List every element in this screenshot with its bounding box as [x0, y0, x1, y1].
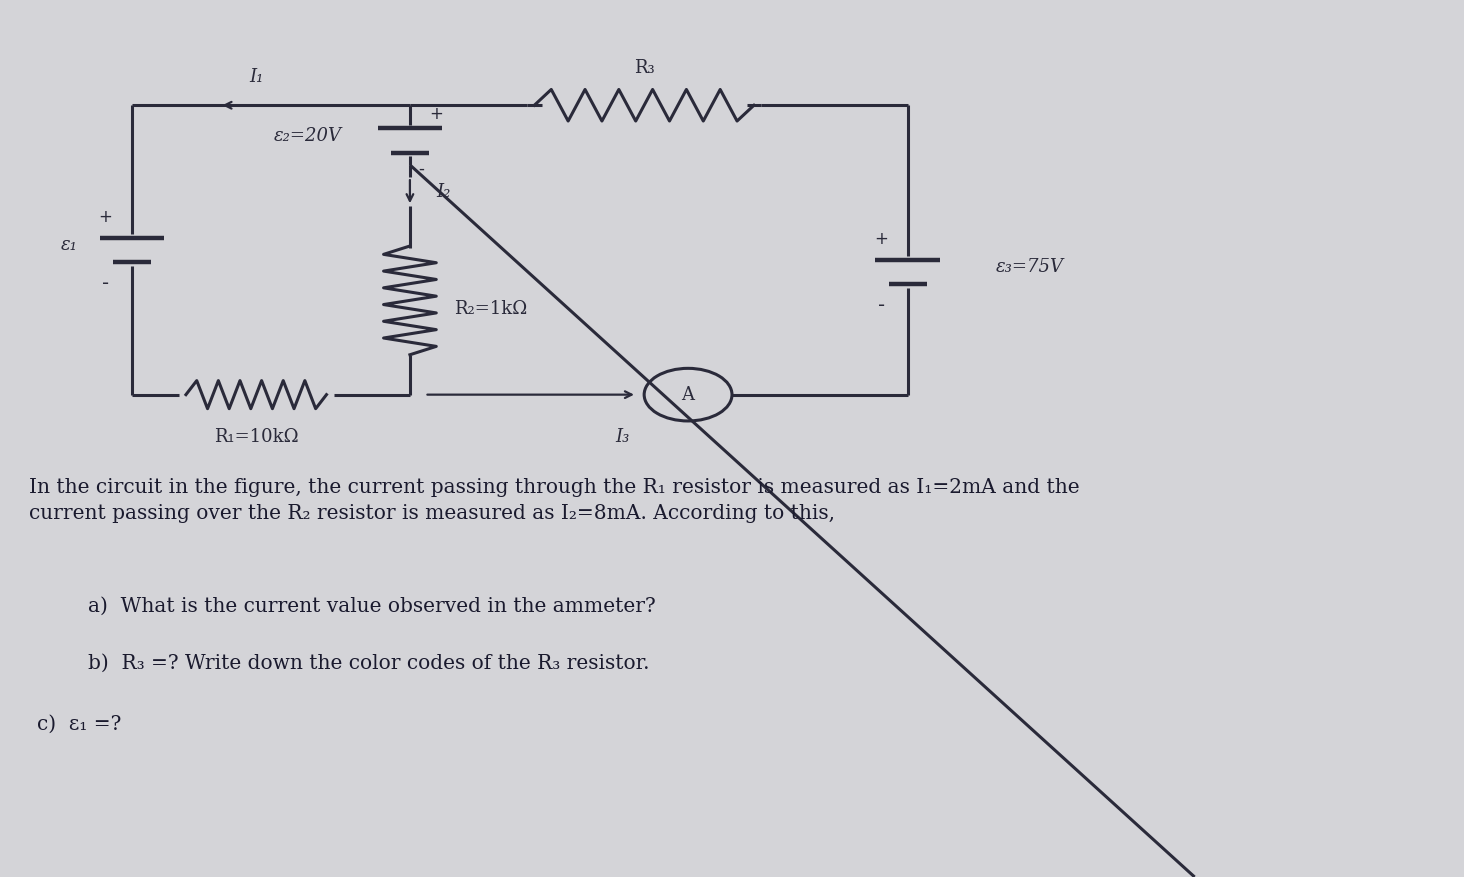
Text: +: + [429, 105, 444, 123]
Text: b)  R₃ =? Write down the color codes of the R₃ resistor.: b) R₃ =? Write down the color codes of t… [88, 653, 650, 673]
Text: I₁: I₁ [249, 68, 264, 86]
Text: ε₂=20V: ε₂=20V [274, 127, 341, 145]
Text: A: A [682, 386, 694, 403]
Text: +: + [874, 230, 889, 247]
Text: -: - [419, 160, 425, 177]
Text: -: - [878, 296, 884, 315]
Text: R₃: R₃ [634, 59, 654, 77]
Text: I₂: I₂ [436, 182, 451, 201]
Text: ε₃=75V: ε₃=75V [996, 259, 1063, 276]
Text: R₁=10kΩ: R₁=10kΩ [214, 428, 299, 446]
Text: ε₁: ε₁ [60, 236, 78, 253]
Text: R₂=1kΩ: R₂=1kΩ [454, 300, 527, 318]
Text: a)  What is the current value observed in the ammeter?: a) What is the current value observed in… [88, 596, 656, 616]
Text: -: - [102, 274, 108, 293]
Text: In the circuit in the figure, the current passing through the R₁ resistor is mea: In the circuit in the figure, the curren… [29, 478, 1080, 524]
Text: +: + [98, 208, 113, 225]
Text: I₃: I₃ [615, 428, 630, 446]
Text: c)  ε₁ =?: c) ε₁ =? [37, 715, 122, 734]
